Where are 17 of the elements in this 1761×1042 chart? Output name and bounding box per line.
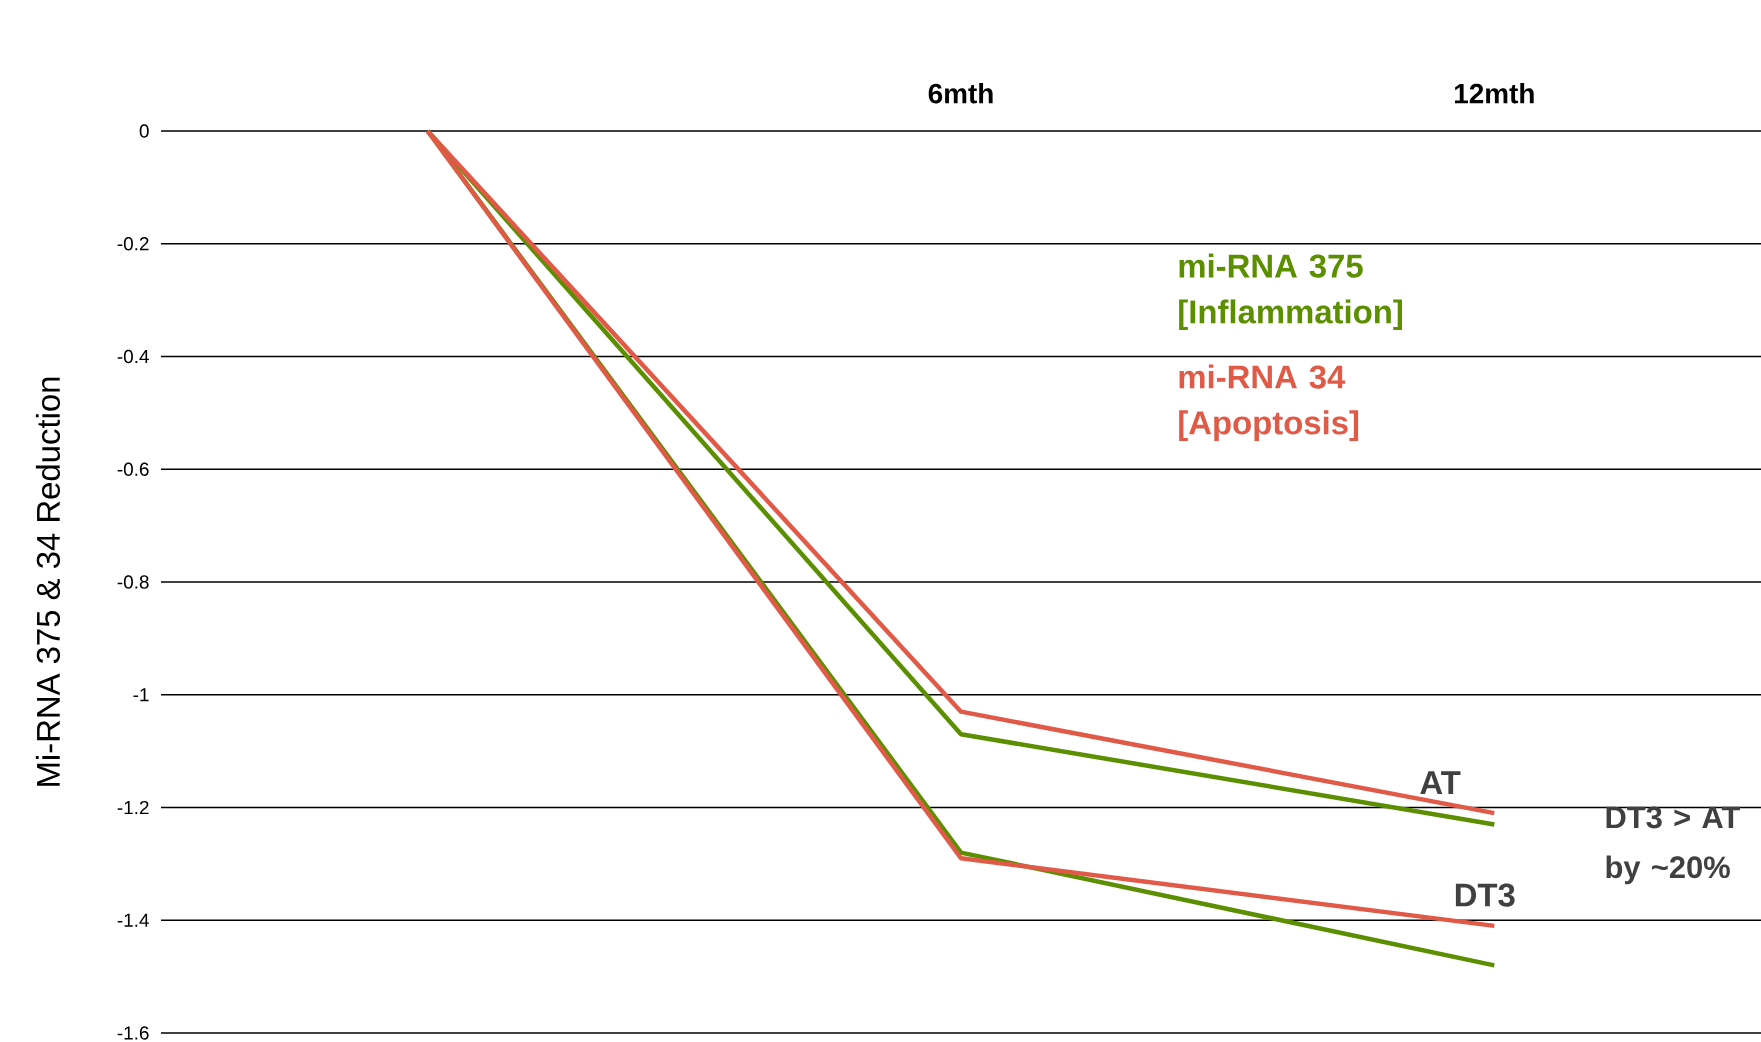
y-tick-label: 0 xyxy=(139,124,149,138)
annotation: AT xyxy=(1420,771,1461,794)
y-axis-title: Mi-RNA 375 & 34 Reduction xyxy=(35,377,61,786)
text: mi-RNA 34 [Apoptosis] xyxy=(1179,364,1359,442)
text: mi-RNA 375 [Inflammation] xyxy=(1179,253,1402,331)
y-tick-label: -1 xyxy=(133,688,149,702)
x-tick-label: 12mth xyxy=(1455,83,1534,104)
y-tick-label: -0.4 xyxy=(117,349,149,364)
y-tick-label: -0.6 xyxy=(117,462,149,476)
y-tick-label: -1.6 xyxy=(117,1026,149,1040)
y-tick-label: -0.8 xyxy=(117,575,149,589)
annotation: DT3 > AT by ~20% xyxy=(1606,806,1741,885)
annotation: DT3 xyxy=(1455,883,1515,907)
y-tick-label: -1.2 xyxy=(117,800,149,815)
y-tick-label: -1.4 xyxy=(117,913,149,927)
y-tick-label: -0.2 xyxy=(117,237,149,251)
x-tick-label: 6mth xyxy=(928,82,993,104)
